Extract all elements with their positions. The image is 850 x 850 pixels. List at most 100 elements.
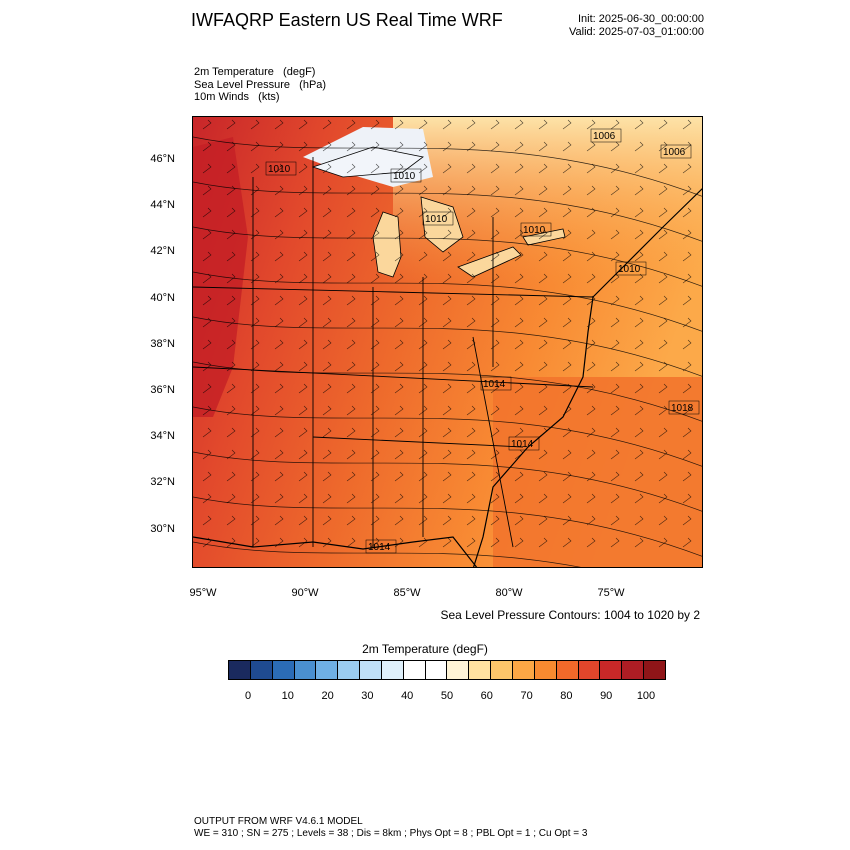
wind-barb — [298, 339, 308, 350]
wind-barb — [562, 339, 572, 350]
colorbar-swatch — [578, 661, 601, 679]
wind-barb — [370, 339, 380, 350]
wind-barb — [226, 493, 236, 504]
wind-barb — [490, 471, 500, 482]
wind-barb — [514, 119, 524, 130]
wind-barb — [202, 207, 212, 218]
wind-barb — [346, 119, 356, 130]
wind-barb — [274, 493, 284, 504]
wind-barb — [586, 251, 596, 262]
wind-barb — [610, 185, 620, 196]
wind-barb — [298, 185, 308, 196]
wind-barb — [274, 119, 284, 130]
wind-barb — [658, 229, 668, 240]
wind-barb — [202, 383, 212, 394]
wind-barb — [610, 251, 620, 262]
colorbar-swatch — [294, 661, 317, 679]
wind-barb — [610, 383, 620, 394]
wind-barb — [490, 405, 500, 416]
wind-barb — [298, 361, 308, 372]
wind-barb — [442, 471, 452, 482]
wind-barb — [418, 251, 428, 262]
wind-barb — [370, 383, 380, 394]
wind-barb — [298, 493, 308, 504]
wind-barb — [370, 229, 380, 240]
wind-barb — [514, 537, 524, 548]
run-times: Init: 2025-06-30_00:00:00 Valid: 2025-07… — [569, 13, 704, 39]
wind-barb — [298, 471, 308, 482]
wind-barb — [562, 427, 572, 438]
svg-text:1010: 1010 — [393, 171, 416, 182]
wind-barb — [202, 185, 212, 196]
colorbar-tick-label: 20 — [321, 690, 334, 702]
wind-barb — [586, 383, 596, 394]
colorbar-swatch — [447, 661, 470, 679]
wind-barb — [610, 207, 620, 218]
wind-barb — [202, 295, 212, 306]
wind-barb — [658, 449, 668, 460]
wind-barb — [562, 515, 572, 526]
pressure-label: 1010 — [422, 211, 454, 226]
wind-barb — [346, 273, 356, 284]
wind-barb — [514, 493, 524, 504]
lake-erie — [457, 246, 522, 278]
wind-barb — [322, 141, 332, 152]
wind-barb — [682, 251, 692, 262]
wind-barb — [562, 229, 572, 240]
wind-barb — [634, 207, 644, 218]
wind-barb — [562, 383, 572, 394]
wind-barb — [562, 317, 572, 328]
wind-barb — [538, 339, 548, 350]
wind-barb — [682, 295, 692, 306]
wind-barb — [394, 515, 404, 526]
wind-barb — [586, 295, 596, 306]
wind-barb — [274, 515, 284, 526]
valid-time: Valid: 2025-07-03_01:00:00 — [569, 26, 704, 38]
wind-barb — [586, 493, 596, 504]
wind-barb — [538, 537, 548, 548]
wind-barb — [538, 141, 548, 152]
wind-barb — [466, 339, 476, 350]
wind-barb — [490, 251, 500, 262]
pressure-labels: 1006 1006 1010 1010 1010 1010 1010 1014 1014 1018… — [265, 128, 700, 554]
wind-barb — [658, 317, 668, 328]
wind-barb — [442, 185, 452, 196]
wind-barb — [322, 493, 332, 504]
wind-barb — [610, 229, 620, 240]
wind-barb — [682, 537, 692, 548]
wind-barb — [634, 383, 644, 394]
wind-barb — [634, 163, 644, 174]
lake-superior — [311, 146, 424, 178]
wind-barb — [514, 141, 524, 152]
wind-barb — [538, 361, 548, 372]
wind-barb — [514, 449, 524, 460]
wind-barb — [370, 427, 380, 438]
lat-label: 34°N — [150, 430, 175, 443]
wind-barb — [658, 405, 668, 416]
wind-barb — [346, 141, 356, 152]
wind-barb — [298, 427, 308, 438]
map-panel: 1006 1006 1010 1010 1010 1010 1010 1014 1014 1018… — [192, 116, 703, 568]
wind-barb — [466, 273, 476, 284]
wind-barb — [466, 251, 476, 262]
wind-barb — [658, 185, 668, 196]
wind-barb — [562, 141, 572, 152]
wind-barb — [490, 295, 500, 306]
wind-barb — [250, 185, 260, 196]
wind-barb — [322, 185, 332, 196]
wind-barb — [250, 471, 260, 482]
wind-barb — [298, 207, 308, 218]
wind-barb — [394, 251, 404, 262]
wind-barb — [418, 339, 428, 350]
wind-barb — [490, 537, 500, 548]
isobar — [193, 496, 702, 557]
wind-barb — [322, 515, 332, 526]
isobar — [193, 406, 702, 467]
wind-barb — [610, 339, 620, 350]
wind-barb — [250, 295, 260, 306]
wind-barb — [634, 471, 644, 482]
wind-barb — [490, 163, 500, 174]
wind-barb — [322, 317, 332, 328]
wind-barb — [562, 207, 572, 218]
wind-barb — [466, 119, 476, 130]
